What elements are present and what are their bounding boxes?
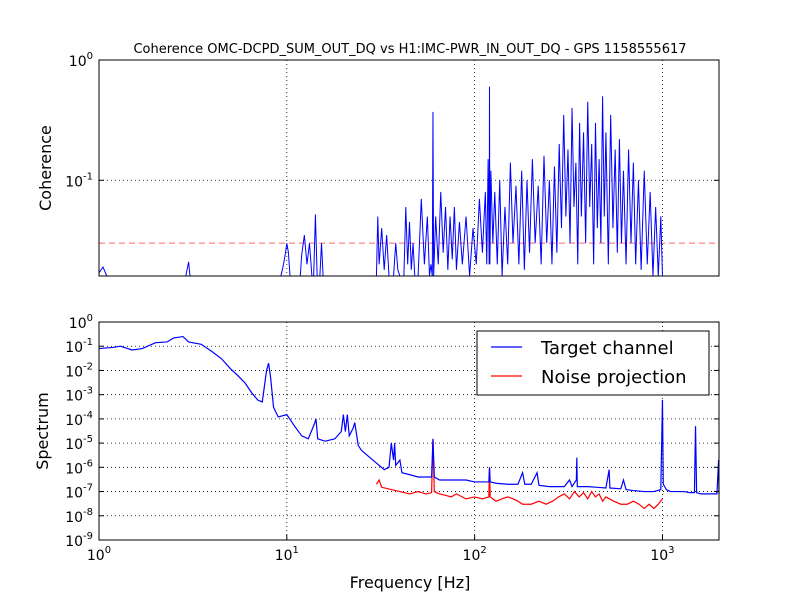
coherence-y-tick-label: 10-1 [65, 171, 93, 190]
coherence-series-line [98, 86, 663, 277]
legend: Target channel Noise projection [476, 330, 710, 396]
spectrum-x-axis-label: Frequency [Hz] [350, 573, 471, 592]
spectrum-y-tick-label: 10-9 [65, 531, 93, 550]
spectrum-data [98, 335, 720, 510]
spectrum-y-tick-label: 10-3 [65, 386, 93, 405]
spectrum-x-tick-label: 100 [87, 545, 111, 564]
coherence-ticks: 100 10-1 [65, 51, 719, 190]
spectrum-y-tick-label: 100 [69, 313, 93, 332]
coherence-panel: 100 10-1 Coherence [36, 51, 720, 277]
target-channel-line [98, 335, 720, 495]
spectrum-y-tick-label: 10-8 [65, 507, 93, 526]
spectrum-y-tick-label: 10-7 [65, 483, 93, 502]
spectrum-x-tick-label: 102 [463, 545, 487, 564]
legend-box [476, 330, 710, 396]
spectrum-y-tick-label: 10-6 [65, 458, 93, 477]
legend-noise-label: Noise projection [541, 367, 687, 388]
coherence-axes-frame [98, 59, 720, 277]
spectrum-ticks: 10010-110-210-310-410-510-610-710-810-91… [65, 313, 719, 564]
legend-target-label: Target channel [540, 338, 674, 359]
spectrum-x-tick-label: 103 [650, 545, 674, 564]
coherence-data [98, 86, 719, 277]
coherence-y-axis-label: Coherence [36, 125, 55, 211]
spectrum-x-tick-label: 101 [275, 545, 299, 564]
spectrum-y-tick-label: 10-4 [65, 410, 93, 429]
coherence-plot-title: Coherence OMC-DCPD_SUM_OUT_DQ vs H1:IMC-… [133, 42, 686, 57]
spectrum-y-tick-label: 10-5 [65, 434, 93, 453]
coherence-y-tick-label: 100 [69, 51, 93, 70]
spectrum-axes-frame [98, 321, 720, 541]
spectrum-y-tick-label: 10-2 [65, 361, 93, 380]
spectrum-panel: 10010-110-210-310-410-510-610-710-810-91… [33, 313, 720, 592]
spectrum-y-axis-label: Spectrum [33, 392, 52, 470]
spectrum-y-tick-label: 10-1 [65, 337, 93, 356]
